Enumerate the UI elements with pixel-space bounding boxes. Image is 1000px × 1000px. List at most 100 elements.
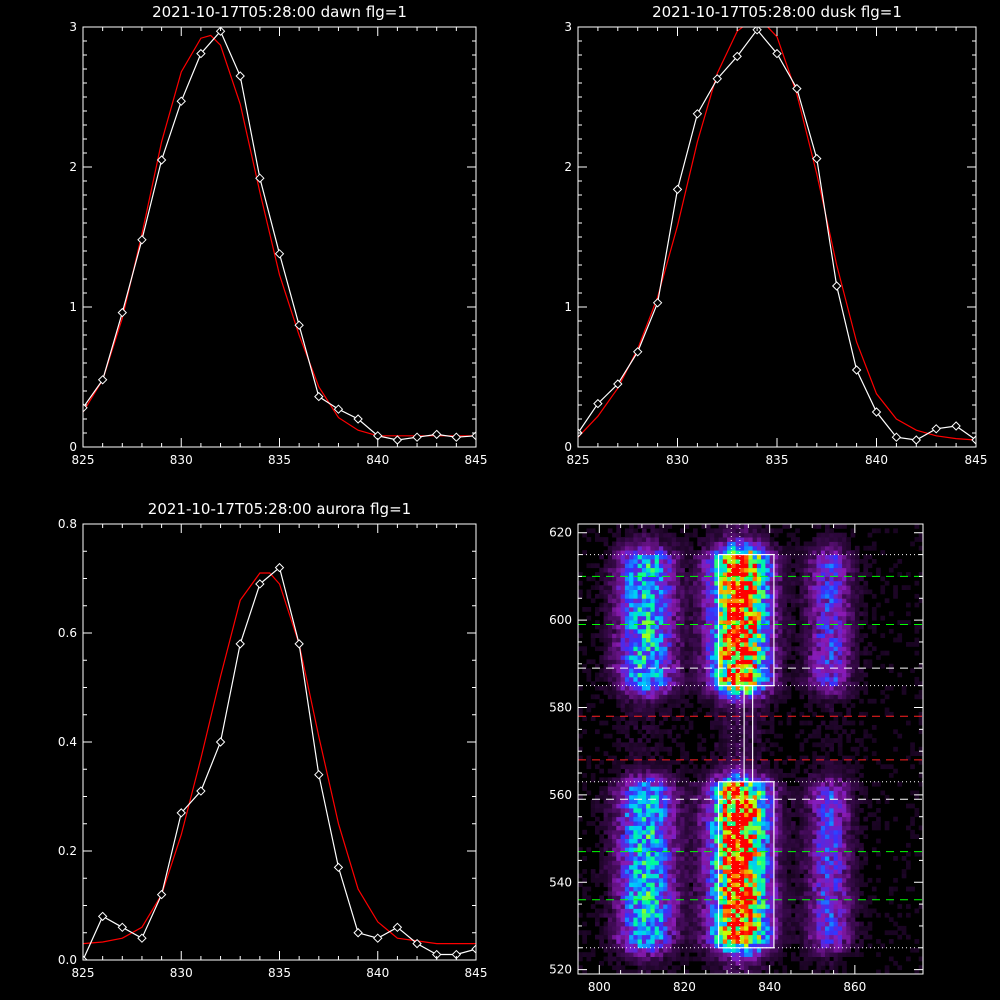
plot-2: 825 830 835 840 845 0.0 0.2 0.4 0.6 0.8 2021-10-17… xyxy=(58,500,488,980)
fit-curve xyxy=(83,34,476,437)
plot-frame xyxy=(577,26,977,448)
x-tick-label: 835 xyxy=(268,453,291,467)
x-tick-label: 825 xyxy=(567,453,590,467)
data-point xyxy=(732,51,742,62)
data-point xyxy=(196,48,206,59)
y-tick-label: 2 xyxy=(69,160,77,174)
data-point xyxy=(137,235,147,245)
data-point xyxy=(353,928,363,938)
y-tick-label: 520 xyxy=(549,963,572,977)
data-point xyxy=(971,435,976,445)
data-point xyxy=(97,911,108,922)
data-point xyxy=(392,922,403,933)
data-point xyxy=(812,153,822,164)
fit-curve xyxy=(578,27,976,441)
x-tick-label: 840 xyxy=(366,966,389,980)
data-point xyxy=(911,435,922,445)
data-point xyxy=(712,74,723,84)
data-point xyxy=(353,414,363,424)
data-point xyxy=(412,938,422,949)
data-point xyxy=(951,421,961,431)
data-point xyxy=(294,320,304,330)
data-point xyxy=(117,307,128,318)
y-tick-label: 0.0 xyxy=(58,953,77,967)
y-tick-label: 0 xyxy=(69,440,77,454)
plot-0: 825 830 835 840 845 0 1 2 3 2021-10-17T05:28:00 d… xyxy=(69,3,487,467)
data-point xyxy=(593,398,603,409)
fit-curve xyxy=(83,572,476,945)
x-tick-label: 845 xyxy=(965,453,988,467)
data-point xyxy=(274,562,285,573)
data-point xyxy=(255,173,265,183)
data-point xyxy=(692,109,703,119)
data-point xyxy=(235,71,245,81)
data-point xyxy=(274,249,285,259)
y-tick-label: 600 xyxy=(549,613,572,627)
plot-frame xyxy=(82,523,477,961)
y-tick-label: 0 xyxy=(564,440,572,454)
data-point xyxy=(83,403,88,413)
y-tick-label: 0.4 xyxy=(58,735,77,749)
data-point xyxy=(176,96,186,106)
x-tick-label: 820 xyxy=(673,980,696,994)
data-point xyxy=(215,27,226,36)
data-point xyxy=(652,298,663,308)
data-point xyxy=(137,933,147,943)
data-point xyxy=(117,922,128,933)
data-point xyxy=(314,391,324,402)
data-point xyxy=(471,431,476,441)
data-point xyxy=(412,432,422,442)
plot-title: 2021-10-17T05:28:00 dawn flg=1 xyxy=(152,3,407,21)
data-point xyxy=(314,769,324,780)
x-tick-label: 825 xyxy=(72,453,95,467)
y-tick-label: 560 xyxy=(549,788,572,802)
x-tick-label: 830 xyxy=(170,966,193,980)
plot-title: 2021-10-17T05:28:00 dusk flg=1 xyxy=(652,3,902,21)
y-tick-label: 0.6 xyxy=(58,626,77,640)
y-tick-label: 620 xyxy=(549,526,572,540)
data-point xyxy=(215,737,226,747)
y-tick-label: 0.8 xyxy=(58,517,77,531)
y-tick-label: 1 xyxy=(564,300,572,314)
plot-1: 825 830 835 840 845 0 1 2 3 2021-10-17T05:28:00 d… xyxy=(564,3,987,467)
y-tick-label: 2 xyxy=(564,160,572,174)
x-tick-label: 860 xyxy=(843,980,866,994)
data-point xyxy=(176,808,186,818)
data-line xyxy=(578,28,976,441)
x-tick-label: 840 xyxy=(758,980,781,994)
x-tick-label: 830 xyxy=(666,453,689,467)
heatmap-image xyxy=(578,524,924,975)
y-tick-label: 3 xyxy=(564,20,572,34)
x-tick-label: 800 xyxy=(588,980,611,994)
plot-title: 2021-10-17T05:28:00 aurora flg=1 xyxy=(148,500,411,518)
y-tick-label: 540 xyxy=(549,875,572,889)
x-tick-label: 830 xyxy=(170,453,193,467)
y-tick-label: 1 xyxy=(69,300,77,314)
x-tick-label: 845 xyxy=(465,966,488,980)
data-point xyxy=(97,375,108,385)
data-point xyxy=(451,432,462,442)
data-point xyxy=(772,48,782,59)
data-point xyxy=(333,862,344,873)
data-point xyxy=(851,365,862,375)
data-point xyxy=(333,404,344,414)
data-point xyxy=(235,639,245,649)
data-point xyxy=(613,379,623,389)
y-tick-label: 0.2 xyxy=(58,844,77,858)
data-point xyxy=(156,155,167,165)
x-tick-label: 840 xyxy=(366,453,389,467)
data-point xyxy=(196,786,206,796)
y-tick-label: 580 xyxy=(549,700,572,714)
data-point xyxy=(792,83,802,94)
x-tick-label: 840 xyxy=(865,453,888,467)
data-point xyxy=(871,407,882,417)
data-point xyxy=(83,955,88,960)
data-point xyxy=(471,944,476,954)
data-point xyxy=(931,424,941,434)
y-tick-label: 3 xyxy=(69,20,77,34)
data-point xyxy=(294,639,304,649)
data-point xyxy=(431,429,442,440)
x-tick-label: 825 xyxy=(72,966,95,980)
plot-3: 800 820 840 860 520 540 560 580 600 620 xyxy=(549,523,924,994)
